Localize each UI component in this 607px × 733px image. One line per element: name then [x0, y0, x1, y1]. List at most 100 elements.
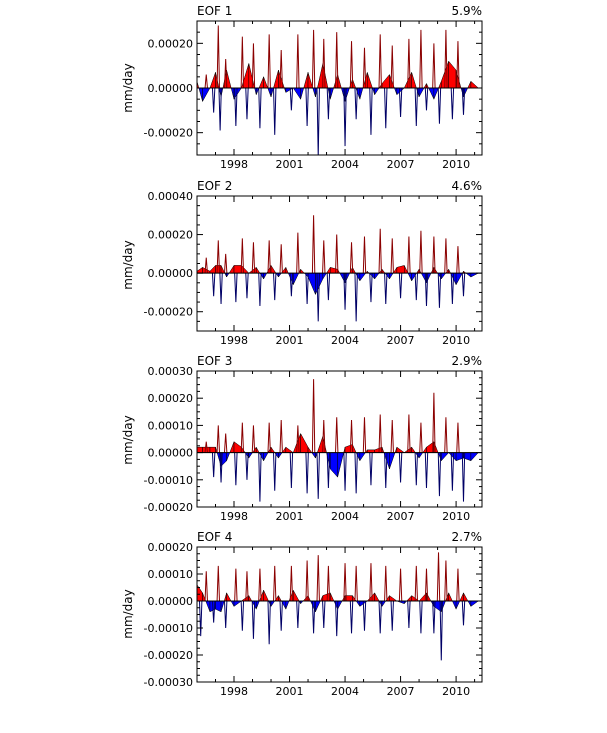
spike-mark	[211, 273, 216, 297]
spike-mark	[343, 87, 347, 147]
spike-mark	[258, 568, 262, 602]
positive-area	[394, 447, 398, 453]
negative-area	[394, 87, 398, 95]
spike-mark	[437, 87, 442, 124]
positive-area	[270, 446, 276, 453]
y-tick-label: 0.00030	[148, 365, 194, 378]
variance-label: 2.9%	[452, 354, 483, 368]
spike-mark	[216, 425, 220, 453]
spike-mark	[273, 565, 277, 602]
positive-area	[233, 265, 242, 274]
negative-area	[441, 272, 447, 280]
spike-mark	[432, 600, 436, 634]
spike-mark	[419, 230, 423, 274]
positive-area	[209, 72, 216, 89]
spike-mark	[240, 238, 245, 274]
negative-area	[407, 272, 412, 281]
spike-mark	[398, 273, 403, 299]
spike-mark	[407, 236, 411, 274]
positive-area	[366, 592, 375, 602]
spike-mark	[311, 379, 316, 453]
spike-mark	[289, 273, 294, 297]
positive-area	[202, 266, 211, 274]
negative-area	[315, 600, 321, 612]
spike-mark	[461, 600, 466, 626]
y-tick-label: -0.00010	[144, 474, 193, 487]
negative-area	[300, 87, 305, 100]
spike-mark	[211, 87, 216, 113]
spike-mark	[407, 38, 411, 89]
y-tick-label: 0.00000	[148, 82, 194, 95]
negative-area	[337, 452, 345, 478]
spike-mark	[305, 560, 309, 602]
positive-area	[470, 80, 479, 89]
y-tick-label: 0.00020	[148, 541, 194, 554]
spike-mark	[305, 87, 309, 126]
spike-mark	[335, 234, 339, 274]
spike-mark	[398, 87, 403, 118]
spike-mark	[240, 422, 245, 453]
negative-area	[312, 87, 316, 98]
x-tick-label: 2004	[331, 510, 359, 523]
y-tick-label: 0.00000	[148, 595, 194, 608]
negative-area	[452, 600, 457, 610]
positive-area	[209, 446, 216, 453]
positive-area	[316, 436, 324, 453]
x-tick-label: 2007	[387, 334, 415, 347]
x-tick-label: 1998	[220, 158, 248, 171]
negative-area	[374, 87, 380, 96]
positive-area	[381, 447, 385, 453]
positive-area	[381, 73, 390, 89]
spike-mark	[240, 600, 245, 631]
spike-mark	[354, 273, 358, 322]
negative-area	[278, 272, 282, 278]
x-tick-label: 2001	[276, 158, 304, 171]
x-tick-label: 2010	[442, 685, 470, 698]
negative-area	[455, 600, 461, 610]
spike-mark	[251, 242, 256, 274]
spike-mark	[444, 560, 448, 602]
spike-mark	[289, 452, 294, 488]
spike-mark	[204, 74, 208, 89]
spike-mark	[234, 452, 238, 486]
spike-mark	[204, 257, 208, 274]
spike-mark	[234, 273, 238, 303]
spike-mark	[335, 417, 339, 453]
spike-mark	[432, 392, 436, 453]
negative-area	[292, 87, 301, 100]
spike-mark	[444, 417, 448, 453]
positive-area	[228, 264, 235, 274]
positive-area	[422, 446, 427, 453]
negative-area	[359, 87, 364, 100]
spike-mark	[349, 600, 354, 634]
spike-mark	[461, 273, 466, 297]
spike-mark	[258, 87, 262, 129]
negative-area	[470, 600, 480, 607]
spike-mark	[378, 414, 382, 453]
x-tick-label: 2004	[331, 334, 359, 347]
spike-mark	[456, 568, 460, 602]
x-tick-label: 2007	[387, 510, 415, 523]
positive-area	[438, 81, 442, 89]
negative-area	[465, 272, 472, 278]
spike-mark	[369, 273, 373, 303]
spike-mark	[378, 34, 382, 89]
spike-mark	[211, 452, 216, 478]
negative-area	[448, 452, 457, 462]
spike-mark	[305, 273, 309, 305]
spike-mark	[398, 568, 403, 602]
negative-area	[278, 452, 283, 459]
negative-area	[329, 452, 338, 478]
spike-mark	[219, 273, 223, 305]
spike-mark	[362, 47, 367, 89]
spike-mark	[390, 45, 394, 89]
spike-mark	[223, 58, 228, 89]
y-tick-label: -0.00010	[144, 622, 193, 635]
negative-area	[285, 600, 290, 610]
positive-area	[263, 590, 269, 602]
spike-mark	[444, 29, 448, 89]
spike-mark	[424, 568, 429, 602]
y-tick-label: -0.00020	[144, 306, 193, 319]
panel-title: EOF 4	[197, 530, 232, 544]
